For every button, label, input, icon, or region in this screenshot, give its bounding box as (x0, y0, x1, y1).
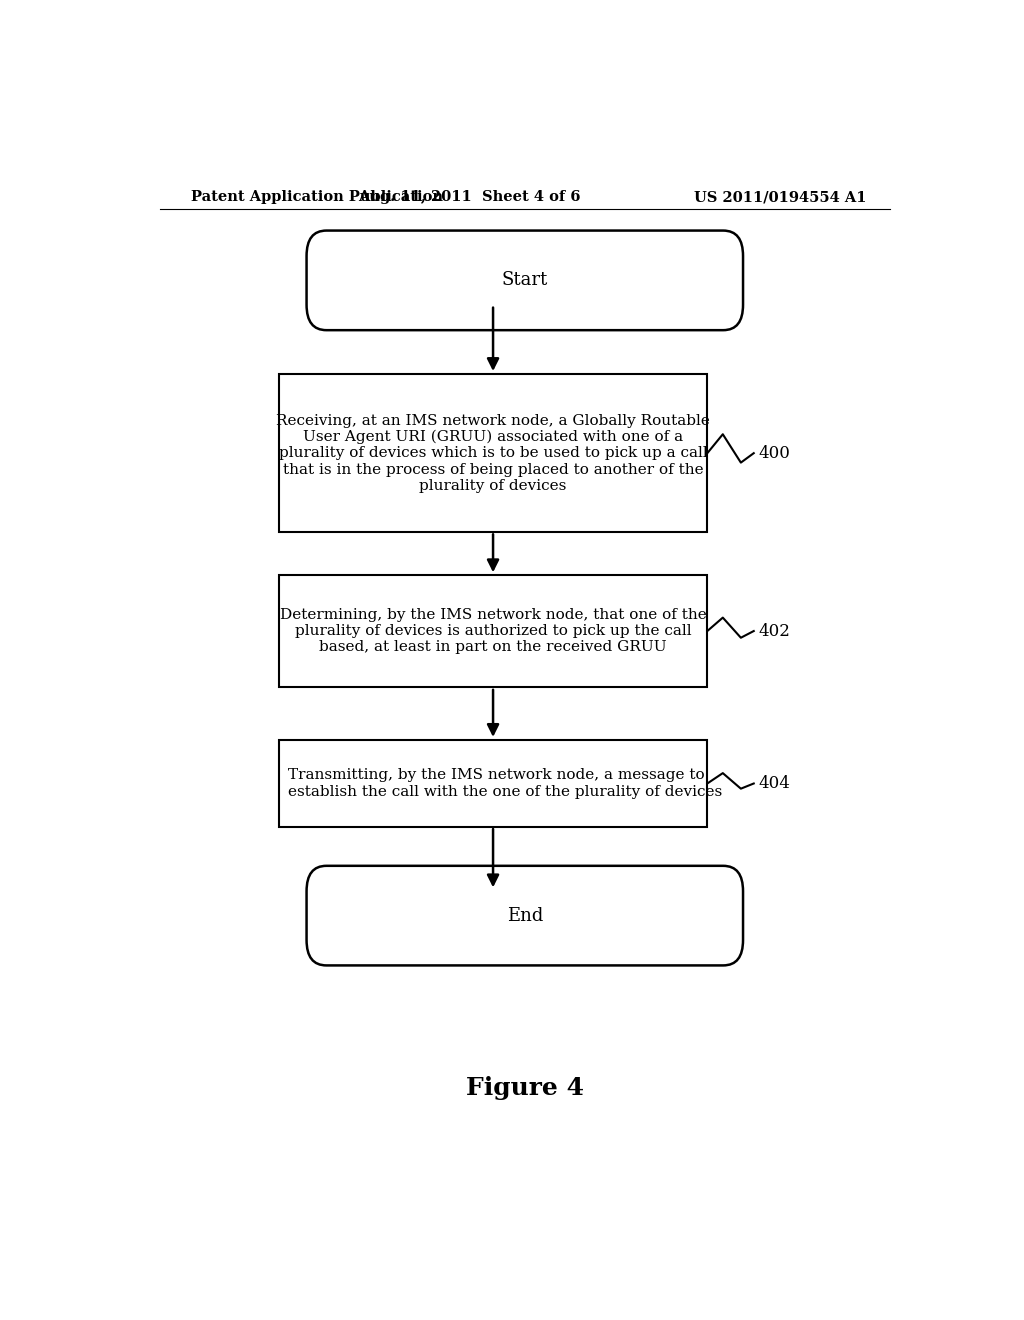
FancyBboxPatch shape (279, 741, 708, 826)
Text: Receiving, at an IMS network node, a Globally Routable
User Agent URI (GRUU) ass: Receiving, at an IMS network node, a Glo… (276, 413, 710, 492)
Text: End: End (507, 907, 543, 924)
FancyBboxPatch shape (306, 231, 743, 330)
Text: US 2011/0194554 A1: US 2011/0194554 A1 (693, 190, 866, 205)
Text: Aug. 11, 2011  Sheet 4 of 6: Aug. 11, 2011 Sheet 4 of 6 (358, 190, 581, 205)
Text: 402: 402 (759, 623, 791, 639)
FancyBboxPatch shape (279, 576, 708, 686)
Text: Determining, by the IMS network node, that one of the
plurality of devices is au: Determining, by the IMS network node, th… (280, 607, 707, 655)
FancyBboxPatch shape (306, 866, 743, 965)
Text: Start: Start (502, 272, 548, 289)
Text: 404: 404 (759, 775, 791, 792)
Text: 400: 400 (759, 445, 791, 462)
Text: Transmitting, by the IMS network node, a message to
establish the call with the : Transmitting, by the IMS network node, a… (289, 768, 723, 799)
FancyBboxPatch shape (279, 375, 708, 532)
Text: Patent Application Publication: Patent Application Publication (191, 190, 443, 205)
Text: Figure 4: Figure 4 (466, 1076, 584, 1101)
